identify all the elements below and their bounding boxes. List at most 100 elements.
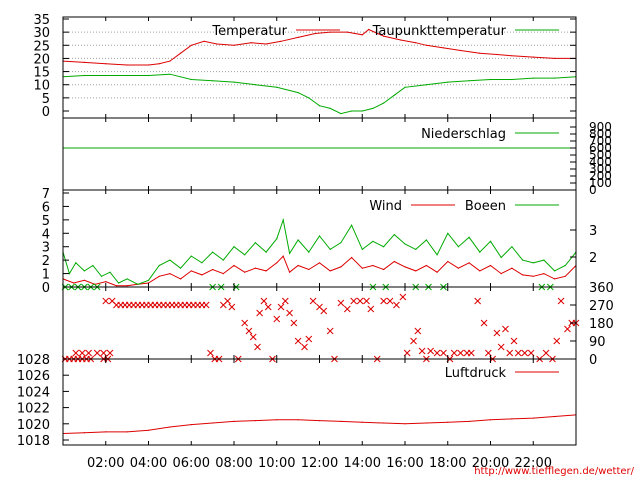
wind-direction-marker-stroke bbox=[542, 349, 550, 357]
wind-direction-marker-stroke bbox=[202, 301, 210, 309]
wind-direction-marker bbox=[506, 349, 514, 357]
wind-direction-marker bbox=[514, 349, 522, 357]
wind-direction-marker-stroke bbox=[527, 349, 535, 357]
temperature-y-tick-label: 0 bbox=[42, 105, 50, 120]
wind_direction-panel-frame bbox=[62, 286, 577, 360]
wind-direction-marker-stroke bbox=[564, 325, 571, 333]
wind-data-point bbox=[457, 267, 459, 269]
wind-data-point bbox=[212, 251, 214, 253]
wind-direction-marker-stroke bbox=[337, 299, 345, 307]
wind-data-point bbox=[244, 271, 246, 273]
wind-data-point bbox=[436, 254, 438, 256]
pressure-data-point bbox=[276, 419, 278, 421]
wind-data-point bbox=[83, 279, 85, 281]
wind-data-point bbox=[415, 270, 417, 272]
temperature-data-point bbox=[511, 55, 513, 57]
wind-direction-marker bbox=[305, 335, 313, 343]
wind-data-point bbox=[489, 264, 492, 267]
wind-y-tick-label: 0 bbox=[42, 281, 50, 296]
wind-direction-marker bbox=[241, 319, 249, 327]
wind-direction-marker-stroke bbox=[316, 303, 323, 311]
temperature-data-point bbox=[532, 77, 534, 79]
temperature-data-point bbox=[329, 107, 331, 109]
wind-direction-marker bbox=[106, 349, 114, 357]
pressure-y-tick-label: 1022 bbox=[17, 402, 50, 417]
wind-direction-marker bbox=[254, 343, 261, 351]
wind-direction-marker-stroke bbox=[557, 297, 565, 305]
wind-data-point bbox=[436, 271, 438, 273]
wind-direction-marker bbox=[290, 319, 298, 327]
temperature-data-point bbox=[180, 52, 182, 54]
x-tick-label: 16:00 bbox=[386, 456, 423, 471]
wind-data-point bbox=[169, 273, 171, 275]
wind-direction-marker bbox=[309, 297, 317, 305]
temperature-data-point bbox=[126, 64, 128, 66]
wind-data-point bbox=[425, 264, 427, 267]
wind-data-point bbox=[222, 273, 224, 275]
wind-direction-marker-stroke bbox=[100, 349, 107, 357]
wind-data-point bbox=[479, 270, 481, 272]
temperature-data-point bbox=[511, 78, 513, 81]
wind-y-tick-label: 4 bbox=[42, 227, 50, 242]
wind-direction-marker-stroke bbox=[433, 349, 441, 357]
wind-y-tick-label: 7 bbox=[42, 187, 50, 202]
wind-data-point bbox=[500, 273, 502, 275]
wind-direction-marker bbox=[440, 349, 447, 357]
wind-direction-marker-stroke bbox=[249, 333, 257, 341]
temperature-data-point bbox=[212, 80, 214, 82]
pressure-data-point bbox=[447, 421, 449, 423]
wind-direction-marker bbox=[457, 349, 464, 357]
wind-direction-marker-stroke bbox=[254, 343, 261, 351]
wind-direction-marker bbox=[102, 297, 110, 305]
wind-data-point bbox=[126, 285, 128, 287]
temperature-y-tick-label: 25 bbox=[33, 39, 50, 54]
wind-data-point bbox=[564, 275, 566, 277]
wind-direction-marker-stroke bbox=[350, 297, 358, 305]
wind-direction-marker-stroke bbox=[521, 349, 529, 357]
wind-direction-marker-stroke bbox=[393, 301, 400, 309]
wind-direction-marker-stroke bbox=[320, 307, 328, 315]
wind-data-point bbox=[282, 255, 284, 257]
wind-direction-marker-stroke bbox=[485, 349, 492, 357]
frame-layer bbox=[62, 16, 577, 446]
x-tick-label: 12:00 bbox=[301, 456, 338, 471]
wind-data-point bbox=[289, 252, 291, 254]
pressure-data-point bbox=[212, 422, 214, 424]
wind-data-point bbox=[340, 266, 342, 268]
wind-direction-marker-stroke bbox=[102, 297, 110, 305]
wind-direction-marker bbox=[480, 319, 488, 327]
temperature-data-point bbox=[329, 31, 331, 33]
temperature-data-point bbox=[479, 52, 481, 54]
wind-data-point bbox=[308, 251, 310, 253]
temperature-data-point bbox=[216, 43, 218, 45]
wind-data-point bbox=[447, 232, 449, 234]
wind-data-point bbox=[222, 259, 224, 261]
precipitation-y-tick-label: 800 bbox=[589, 127, 612, 141]
wind-data-point bbox=[73, 282, 75, 284]
wind-direction-y-tick-label: 180 bbox=[589, 317, 614, 332]
wind-direction-marker-stroke bbox=[414, 327, 422, 335]
wind-direction-marker-stroke bbox=[502, 325, 509, 333]
precipitation-y-tick-label: 300 bbox=[589, 162, 612, 176]
pressure-legend-label: Luftdruck bbox=[445, 366, 507, 381]
wind-y-tick-label: 1 bbox=[42, 268, 50, 283]
wind-data-point bbox=[447, 260, 449, 263]
wind-data-point bbox=[415, 248, 417, 250]
wind-direction-marker-stroke bbox=[301, 343, 308, 351]
pressure-data-point bbox=[383, 422, 385, 424]
wind-direction-marker bbox=[542, 349, 550, 357]
wind-data-point bbox=[158, 275, 160, 277]
wind-data-point bbox=[393, 260, 395, 263]
wind-data-point bbox=[126, 278, 128, 280]
temperature-data-point bbox=[265, 43, 267, 45]
pressure-data-point bbox=[318, 420, 321, 422]
wind-direction-marker-stroke bbox=[386, 297, 394, 305]
wind-direction-marker-stroke bbox=[290, 319, 298, 327]
wind-data-point bbox=[340, 242, 342, 244]
wind-data-point bbox=[468, 262, 470, 264]
wind-direction-marker bbox=[418, 347, 426, 355]
wind-data-point bbox=[190, 270, 192, 272]
pressure-data-point bbox=[169, 426, 171, 428]
wind-direction-marker-stroke bbox=[380, 297, 387, 305]
wind-data-point bbox=[554, 278, 556, 280]
